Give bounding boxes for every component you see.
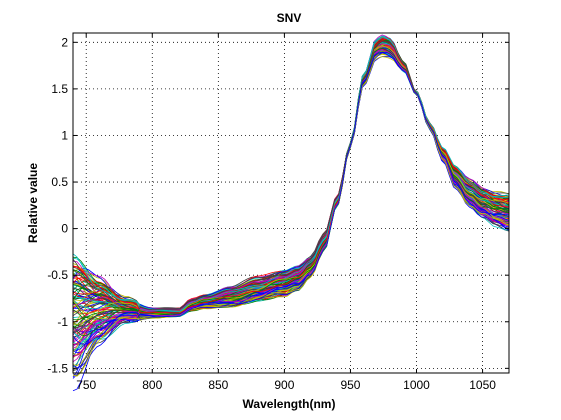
x-axis-title: Wavelength(nm) bbox=[243, 397, 336, 411]
y-axis-title: Relative value bbox=[26, 163, 40, 243]
spectrum-line bbox=[72, 40, 510, 314]
spectrum-line bbox=[72, 35, 510, 312]
y-tick-label: -0.5 bbox=[47, 268, 68, 282]
series-layer bbox=[72, 34, 510, 392]
x-tick-label: 1050 bbox=[469, 378, 496, 392]
ticks bbox=[73, 33, 509, 373]
tick-labels: 750 800 850 900 950 1000 1050 -1.5 -1 -0.5 0 0.5 1 1.… bbox=[47, 35, 496, 392]
y-tick-label: 0.5 bbox=[51, 175, 68, 189]
x-tick-label: 1000 bbox=[403, 378, 430, 392]
x-tick-label: 850 bbox=[208, 378, 228, 392]
x-tick-label: 900 bbox=[274, 378, 294, 392]
plot-area bbox=[73, 33, 509, 373]
chart-title: SNV bbox=[277, 11, 302, 25]
spectrum-line bbox=[72, 56, 510, 377]
y-tick-label: 1 bbox=[61, 128, 68, 142]
x-tick-label: 800 bbox=[142, 378, 162, 392]
x-tick-label: 950 bbox=[340, 378, 360, 392]
grid bbox=[73, 33, 509, 373]
x-tick-label: 750 bbox=[76, 378, 96, 392]
y-tick-label: -1.5 bbox=[47, 361, 68, 375]
plot-frame bbox=[72, 32, 510, 374]
spectrum-line bbox=[72, 51, 510, 345]
y-tick-label: 1.5 bbox=[51, 82, 68, 96]
y-tick-label: 2 bbox=[61, 35, 68, 49]
y-tick-label: 0 bbox=[61, 222, 68, 236]
y-tick-label: -1 bbox=[57, 315, 68, 329]
